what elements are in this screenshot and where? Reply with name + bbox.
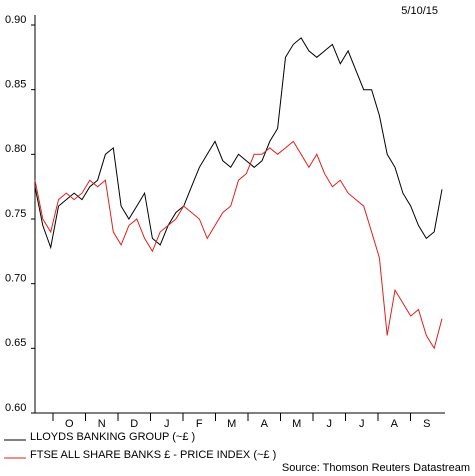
y-tick-label: 0.70 — [5, 273, 26, 285]
legend-label: LLOYDS BANKING GROUP (~£ ) — [30, 431, 195, 443]
y-tick-label: 0.80 — [5, 143, 26, 155]
x-tick-label: J — [359, 418, 365, 430]
source: Source: Thomson Reuters Datastream — [282, 462, 470, 474]
series-line — [34, 37, 443, 250]
y-tick-label: 0.65 — [5, 337, 26, 349]
y-tick-label: 0.90 — [5, 14, 26, 26]
y-tick-label: 0.85 — [5, 79, 26, 91]
x-tick-label: J — [327, 418, 333, 430]
x-tick-label: D — [130, 418, 138, 430]
date: 5/10/15 — [401, 5, 438, 17]
x-tick-label: A — [261, 418, 269, 430]
x-tick-label: A — [391, 418, 399, 430]
x-tick-label: N — [98, 418, 106, 430]
x-tick-label: M — [292, 418, 301, 430]
x-tick-label: M — [227, 418, 236, 430]
x-tick-label: J — [164, 418, 170, 430]
y-tick-label: 0.75 — [5, 208, 26, 220]
x-tick-label: S — [423, 418, 430, 430]
series-line — [34, 140, 443, 350]
y-tick-label: 0.60 — [5, 402, 26, 414]
x-tick-label: O — [65, 418, 74, 430]
x-tick-label: F — [196, 418, 203, 430]
legend-label: FTSE ALL SHARE BANKS £ - PRICE INDEX (~£… — [30, 449, 276, 461]
